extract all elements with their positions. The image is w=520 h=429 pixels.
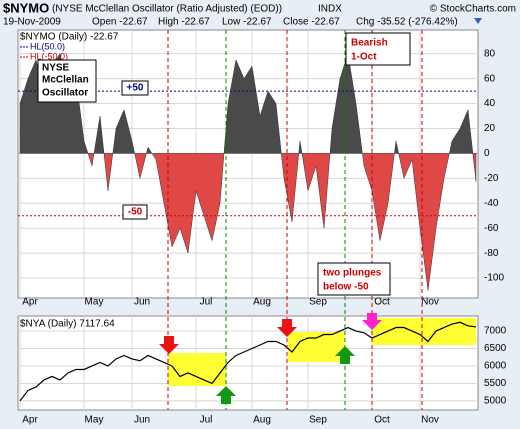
down-arrow bbox=[159, 336, 179, 354]
annotation: Oscillator bbox=[42, 88, 88, 99]
annotation: McClellan bbox=[42, 75, 89, 86]
annotation-box bbox=[345, 32, 411, 66]
y-tick-label: 40 bbox=[484, 98, 496, 109]
y-tick-label: 7000 bbox=[484, 326, 507, 337]
down-arrow bbox=[362, 313, 382, 330]
y-tick-label: -60 bbox=[484, 223, 499, 234]
x-tick-label: Jun bbox=[134, 415, 150, 426]
y-tick-label: 6000 bbox=[484, 361, 507, 372]
open: Open -22.67 bbox=[92, 17, 148, 28]
annotation: NYSE bbox=[42, 63, 70, 74]
legend-entry: $NYMO (Daily) -22.67 bbox=[20, 32, 119, 43]
y-tick-label: 0 bbox=[484, 148, 490, 159]
y-tick-label: 5500 bbox=[484, 378, 507, 389]
y-tick-label: 6500 bbox=[484, 343, 507, 354]
highlight-box bbox=[288, 332, 345, 362]
y-tick-label: -100 bbox=[484, 273, 504, 284]
grid bbox=[18, 316, 478, 410]
change: Chg -35.52 (-276.42%) bbox=[356, 17, 458, 28]
down-icon bbox=[474, 18, 482, 24]
nya-layer: 7000 6500 6000 5500 5000 $NYA (Daily) 7117.64 bbox=[18, 316, 507, 410]
x-tick-label: Nov bbox=[421, 297, 439, 308]
x-tick-label: Oct bbox=[374, 415, 390, 426]
y-tick-label: 20 bbox=[484, 123, 496, 134]
symbol: $NYMO bbox=[3, 0, 49, 15]
x-tick-label: Sep bbox=[309, 297, 327, 308]
annotation-box bbox=[317, 262, 391, 296]
annotation: Bearish bbox=[351, 38, 388, 49]
x-tick-label: Nov bbox=[421, 415, 439, 426]
up-arrow bbox=[216, 386, 236, 404]
close: Close -22.67 bbox=[283, 17, 340, 28]
x-tick-label: May bbox=[85, 297, 104, 308]
y-tick-label: 80 bbox=[484, 48, 496, 59]
annotation-box bbox=[122, 204, 148, 220]
annotation: 1-Oct bbox=[351, 52, 377, 63]
highlight-box bbox=[168, 353, 226, 386]
bottom-panel bbox=[17, 315, 479, 411]
annotation-box bbox=[37, 59, 97, 103]
x-tick-label: Jul bbox=[200, 415, 213, 426]
x-tick-label: Sep bbox=[309, 415, 327, 426]
y-tick-label: -80 bbox=[484, 248, 499, 259]
price-line bbox=[19, 321, 477, 402]
x-tick-label: Aug bbox=[253, 415, 271, 426]
x-tick-label: Oct bbox=[374, 297, 390, 308]
y-tick-label: -20 bbox=[484, 173, 499, 184]
x-tick-label: May bbox=[85, 415, 104, 426]
legend-entry: HL(-50.0) bbox=[30, 51, 68, 61]
annotation: two plunges bbox=[323, 268, 382, 279]
annotation-box bbox=[121, 80, 149, 96]
x-tick-label: Aug bbox=[253, 297, 271, 308]
annotation: below -50 bbox=[323, 282, 369, 293]
x-tick-label: Apr bbox=[22, 415, 38, 426]
overlay: NYSE McClellan Oscillator +50 -50 Bearis… bbox=[37, 30, 423, 410]
low: Low -22.67 bbox=[222, 17, 272, 28]
y-tick-label: 60 bbox=[484, 73, 496, 84]
up-arrow bbox=[335, 346, 355, 364]
date: 19-Nov-2009 bbox=[3, 17, 61, 28]
copyright: © StockCharts.com bbox=[430, 4, 516, 15]
indicator-name: (NYSE McClellan Oscillator (Ratio Adjust… bbox=[52, 4, 282, 15]
annotation: +50 bbox=[127, 83, 144, 94]
annotation: -50 bbox=[128, 207, 143, 218]
x-tick-label: Apr bbox=[22, 297, 38, 308]
x-tick-label: Jun bbox=[134, 297, 150, 308]
legend-entry: $NYA (Daily) 7117.64 bbox=[20, 319, 115, 330]
x-tick-label: Jul bbox=[200, 297, 213, 308]
down-arrow bbox=[277, 319, 297, 337]
y-tick-label: -40 bbox=[484, 198, 499, 209]
exchange: INDX bbox=[318, 4, 342, 15]
y-tick-label: 5000 bbox=[484, 396, 507, 407]
oscillator-area bbox=[19, 53, 477, 291]
high: High -22.67 bbox=[158, 17, 210, 28]
legend-entry: HL(50.0) bbox=[30, 41, 65, 51]
